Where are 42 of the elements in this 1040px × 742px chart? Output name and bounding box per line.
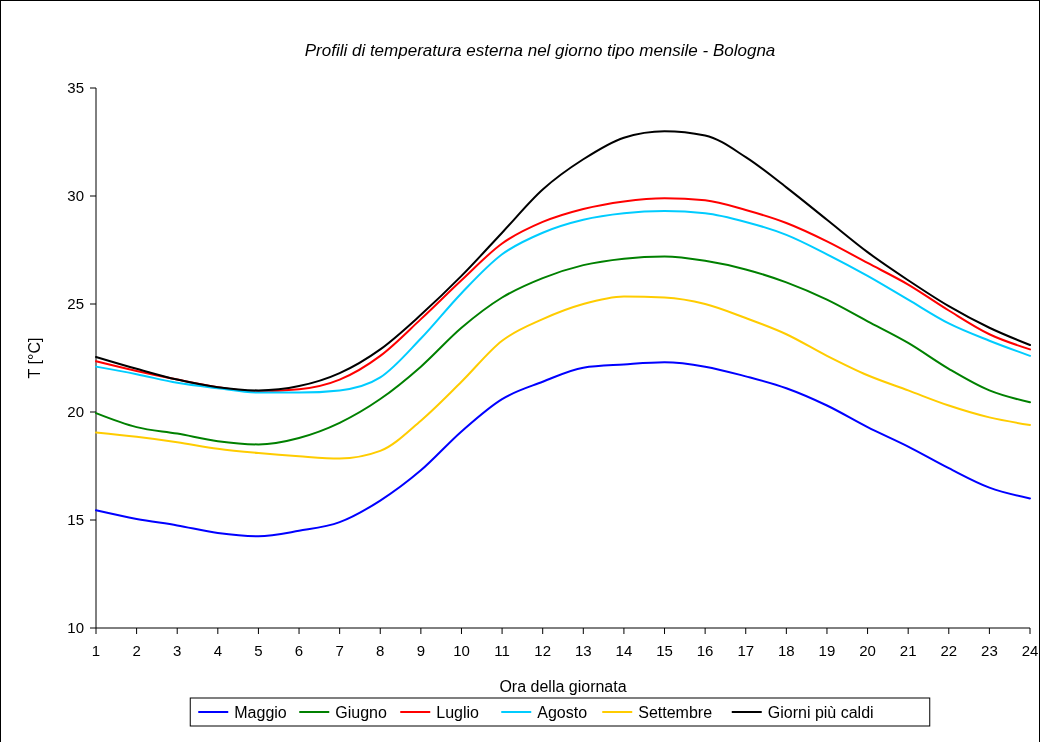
x-tick-label: 18	[778, 642, 795, 659]
y-tick-label: 25	[67, 295, 84, 312]
x-tick-label: 9	[416, 642, 426, 659]
x-tick-label: 4	[213, 642, 222, 659]
x-tick-label: 2	[132, 642, 141, 659]
x-tick-label: 15	[656, 642, 673, 659]
x-tick-label: 1	[91, 642, 101, 659]
legend-label: Settembre	[638, 704, 713, 721]
x-tick-label: 8	[376, 642, 385, 659]
legend-label: Giorni più caldi	[767, 704, 874, 721]
x-tick-label: 12	[534, 642, 552, 659]
x-tick-label: 24	[1021, 642, 1039, 659]
x-tick-label: 22	[940, 642, 958, 659]
y-tick-label: 30	[67, 187, 84, 204]
x-tick-label: 6	[294, 642, 304, 659]
y-axis-title: T [°C]	[26, 337, 43, 379]
line-series	[95, 255, 1031, 446]
x-tick-label: 10	[453, 642, 470, 659]
legend-label: Luglio	[436, 704, 480, 721]
x-tick-label: 16	[696, 642, 714, 659]
x-tick-label: 20	[859, 642, 876, 659]
x-tick-label: 19	[818, 642, 836, 659]
y-tick-label: 15	[67, 511, 84, 528]
legend-label: Maggio	[234, 704, 287, 721]
line-series	[95, 295, 1031, 460]
x-tick-label: 5	[254, 642, 263, 659]
y-tick-label: 35	[67, 79, 84, 96]
x-tick-label: 13	[574, 642, 592, 659]
x-tick-label: 21	[899, 642, 917, 659]
legend-label: Giugno	[335, 704, 387, 721]
x-axis-title: Ora della giornata	[499, 678, 627, 695]
x-tick-label: 3	[173, 642, 182, 659]
y-tick-label: 10	[67, 619, 84, 636]
x-tick-label: 17	[737, 642, 755, 659]
x-tick-label: 14	[615, 642, 633, 659]
chart-title: Profili di temperatura esterna nel giorno tipo mensile - Bologna	[304, 41, 776, 60]
line-series	[95, 361, 1031, 538]
legend-label: Agosto	[537, 704, 588, 721]
x-tick-label: 7	[335, 642, 344, 659]
y-tick-label: 20	[67, 403, 84, 420]
x-tick-label: 23	[981, 642, 998, 659]
x-tick-label: 11	[494, 642, 510, 659]
